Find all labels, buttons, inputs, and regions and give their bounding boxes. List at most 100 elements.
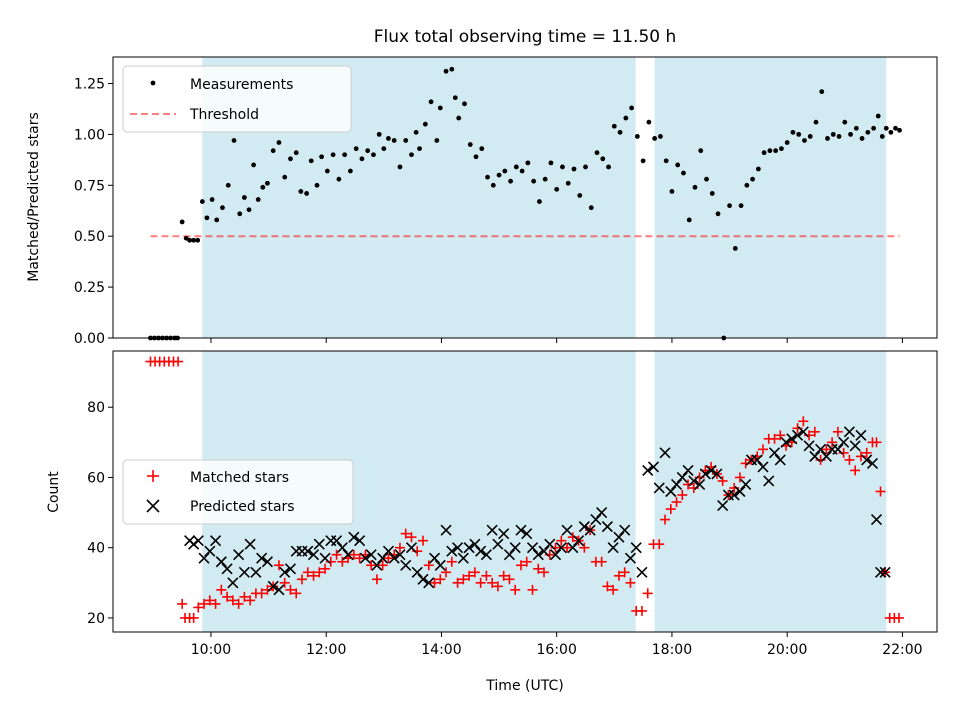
matched-point — [832, 426, 843, 437]
matched-point — [769, 433, 780, 444]
predicted-point — [866, 457, 879, 469]
matched-point — [533, 563, 544, 574]
predicted-point — [342, 549, 354, 561]
matched-point — [665, 504, 676, 515]
predicted-point — [584, 524, 596, 536]
measurement-point — [260, 184, 266, 190]
measurement-point — [629, 105, 635, 111]
top-y-axis-label: Matched/Predicted stars — [26, 112, 42, 282]
matched-point — [256, 588, 267, 599]
predicted-point — [267, 580, 279, 592]
predicted-point — [578, 521, 590, 533]
measurement-point — [560, 164, 565, 170]
matched-point — [199, 598, 210, 609]
matched-point — [596, 556, 607, 567]
predicted-point — [233, 549, 245, 561]
matched-point — [423, 560, 434, 571]
measurement-point — [525, 160, 531, 166]
matched-point — [475, 577, 486, 588]
measurement-point — [732, 246, 738, 251]
predicted-point — [204, 545, 216, 557]
measurement-point — [255, 197, 261, 202]
measurement-point — [773, 148, 779, 154]
measurement-point — [531, 178, 537, 184]
matched-point — [660, 514, 671, 525]
measurement-point — [686, 217, 692, 223]
bottom-y-tick-label: 60 — [87, 470, 105, 486]
measurement-point — [265, 180, 270, 186]
predicted-point — [440, 524, 452, 536]
top-x-ticks — [210, 338, 903, 343]
measurement-point — [195, 237, 201, 243]
measurement-point — [508, 178, 513, 184]
predicted-point — [711, 468, 723, 480]
bottom-legend: Matched stars Predicted stars — [122, 459, 354, 525]
bottom-panel: 20 40 60 80 10:00 12:00 14:00 16:00 18:00 20:00 2… — [46, 350, 938, 694]
matched-point — [844, 454, 855, 465]
matched-point — [239, 591, 250, 602]
measurement-point — [692, 184, 698, 190]
measurement-points — [148, 66, 902, 341]
predicted-point — [838, 436, 850, 448]
predicted-point — [843, 426, 855, 438]
matched-point — [562, 542, 573, 553]
measurement-point — [187, 237, 193, 243]
measurement-point — [276, 140, 282, 145]
predicted-point — [601, 521, 613, 533]
predicted-point — [192, 535, 204, 547]
bottom-y-axis-label: Count — [46, 471, 62, 513]
matched-point — [515, 560, 526, 571]
measurement-point — [859, 136, 865, 141]
matched-point — [871, 437, 882, 448]
measurement-point — [727, 203, 732, 209]
measurement-point — [183, 235, 189, 241]
matched-point — [539, 567, 550, 578]
top-y-tick-label: 0.25 — [74, 280, 105, 296]
matched-point — [291, 588, 302, 599]
matched-point — [579, 542, 590, 553]
measurement-point — [319, 154, 324, 160]
measurement-point — [623, 115, 629, 121]
predicted-point — [475, 545, 487, 557]
predicted-point — [359, 552, 371, 564]
measurement-point — [796, 131, 802, 137]
measurement-point — [755, 166, 761, 172]
matched-point — [671, 497, 682, 508]
measurement-point — [669, 188, 675, 194]
measurement-point — [897, 127, 902, 133]
predicted-point — [751, 454, 763, 466]
measurement-point — [428, 99, 434, 105]
matched-point — [418, 535, 429, 546]
measurement-point — [571, 166, 577, 172]
matched-point — [331, 549, 342, 560]
predicted-point — [509, 542, 521, 554]
measurement-point — [871, 125, 877, 131]
measurement-point — [865, 129, 871, 135]
predicted-point — [313, 538, 325, 550]
measurement-point — [542, 176, 548, 182]
measurement-point — [519, 168, 525, 174]
matched-point — [285, 584, 296, 595]
predicted-point — [244, 538, 256, 550]
matched-point — [613, 570, 624, 581]
measurement-point — [836, 134, 842, 139]
legend-label-matched: Matched stars — [190, 470, 289, 486]
predicted-point — [400, 559, 412, 571]
predicted-point — [861, 454, 873, 466]
measurement-point — [709, 191, 715, 196]
measurement-point — [293, 150, 299, 156]
measurement-point — [298, 188, 304, 194]
legend-marker-predicted — [146, 499, 160, 513]
predicted-point — [515, 524, 527, 536]
matched-point — [521, 556, 532, 567]
measurement-point — [704, 176, 709, 182]
observing-window-1 — [654, 351, 887, 632]
matched-point — [435, 574, 446, 585]
measurement-point — [502, 168, 508, 174]
matched-point — [173, 356, 184, 367]
measurement-point — [381, 146, 387, 152]
measurement-point — [738, 203, 744, 209]
top-axes-frame — [112, 56, 938, 339]
x-tick-label: 10:00 — [191, 642, 231, 658]
legend-marker-matched — [147, 470, 159, 482]
